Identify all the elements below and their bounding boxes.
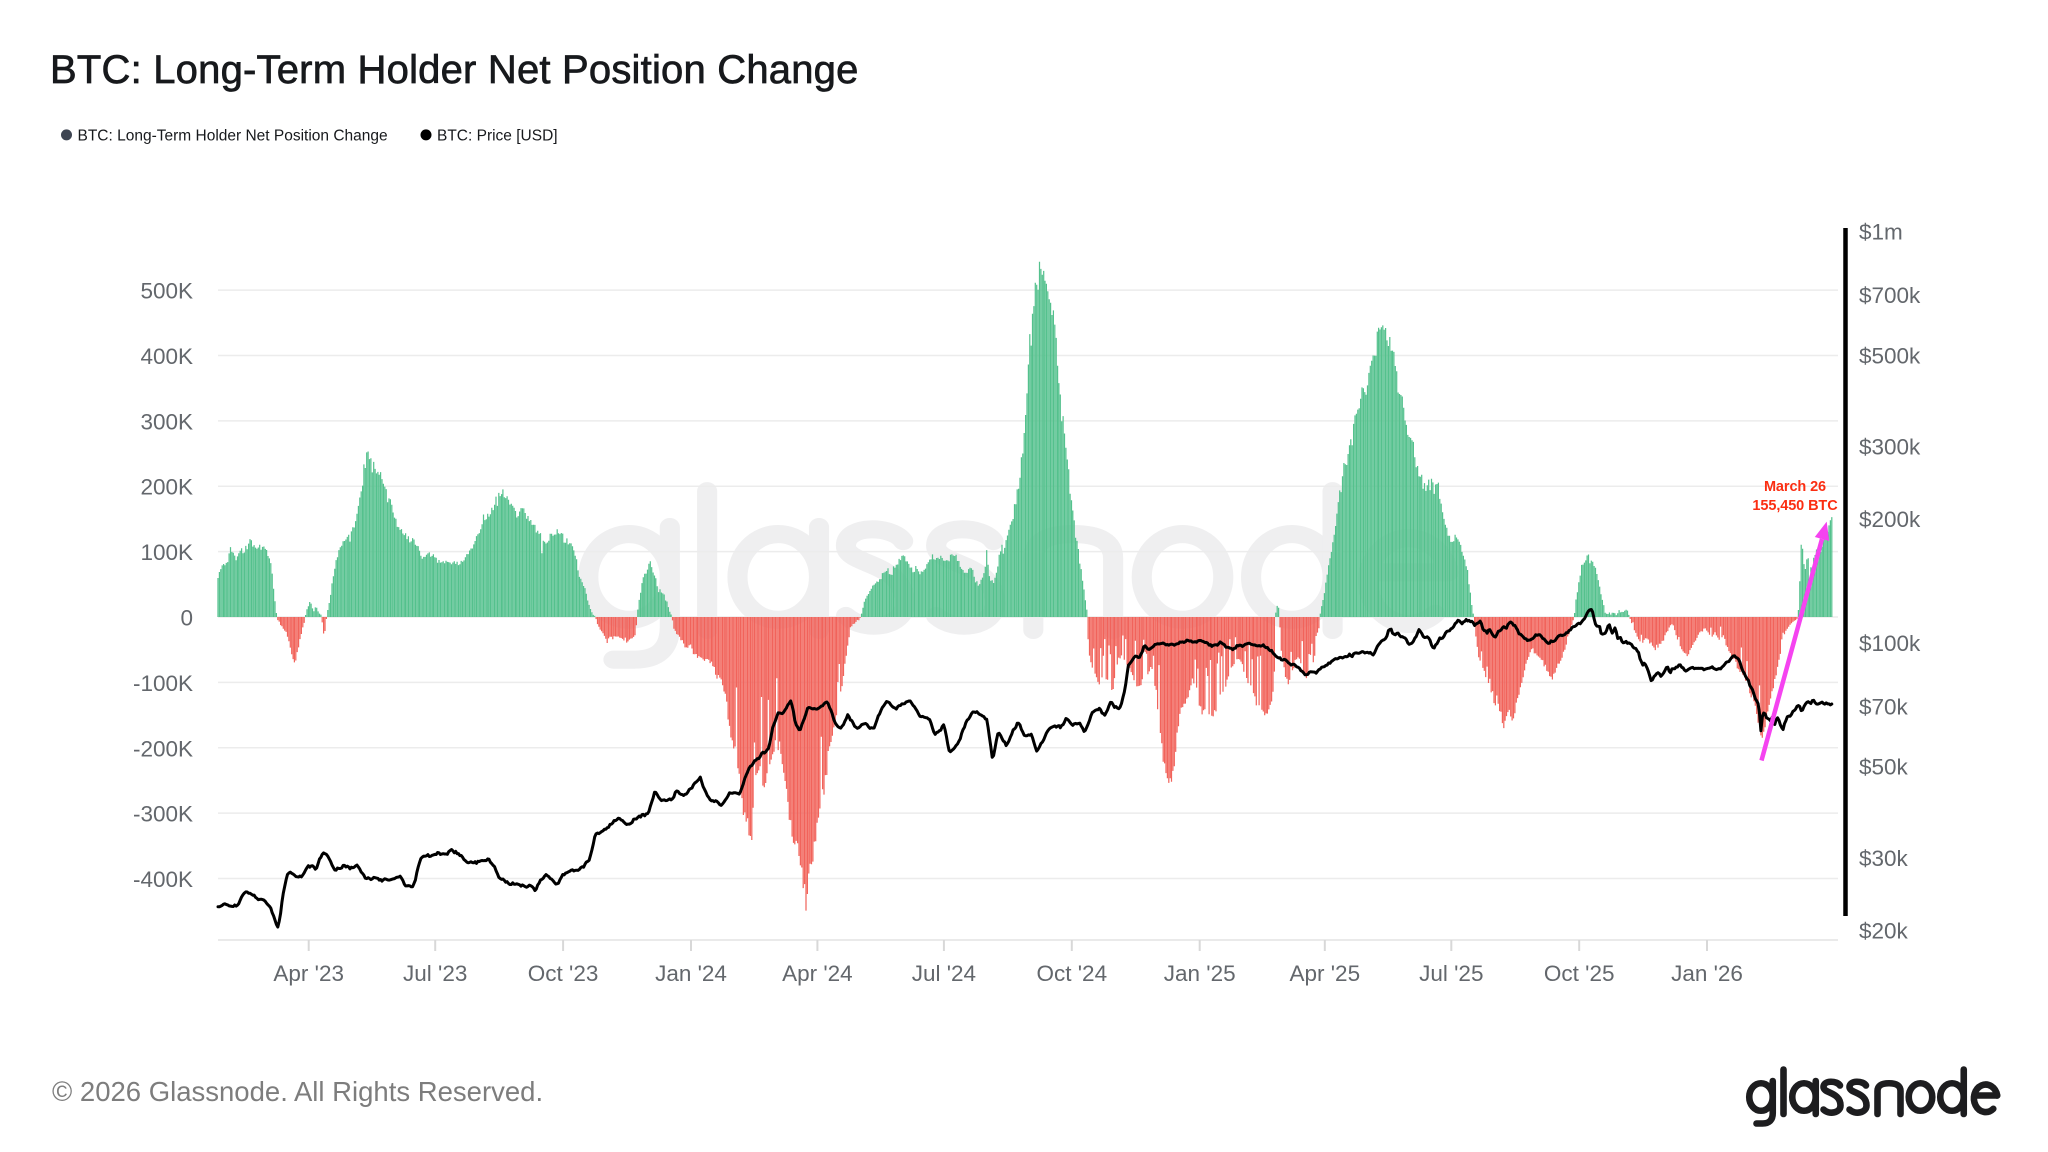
svg-text:$700k: $700k [1859,283,1921,308]
svg-text:-100K: -100K [133,671,193,696]
svg-text:0: 0 [180,606,193,631]
svg-text:100K: 100K [140,540,193,565]
svg-text:-300K: -300K [133,802,193,827]
svg-text:200K: 200K [140,475,193,500]
svg-text:$50k: $50k [1859,755,1909,780]
svg-text:Oct '25: Oct '25 [1544,961,1615,986]
svg-text:400K: 400K [140,344,193,369]
svg-text:$30k: $30k [1859,846,1909,871]
svg-text:$500k: $500k [1859,343,1921,368]
svg-text:BTC: Long-Term Holder Net Posi: BTC: Long-Term Holder Net Position Chang… [50,48,859,92]
svg-text:$20k: $20k [1859,919,1909,944]
svg-text:Jan '25: Jan '25 [1164,961,1236,986]
svg-text:Apr '23: Apr '23 [273,961,344,986]
svg-text:Oct '23: Oct '23 [528,961,599,986]
svg-text:$100k: $100k [1859,631,1921,656]
svg-text:Jul '23: Jul '23 [403,961,467,986]
svg-text:BTC: Price [USD]: BTC: Price [USD] [437,128,558,145]
svg-text:155,450 BTC: 155,450 BTC [1752,498,1838,514]
svg-text:-200K: -200K [133,736,193,761]
svg-text:300K: 300K [140,409,193,434]
svg-text:March 26: March 26 [1764,479,1826,495]
svg-text:Jul '25: Jul '25 [1419,961,1483,986]
svg-text:BTC: Long-Term Holder Net Posi: BTC: Long-Term Holder Net Position Chang… [78,128,388,145]
svg-text:$300k: $300k [1859,435,1921,460]
svg-text:Apr '25: Apr '25 [1290,961,1361,986]
svg-text:500K: 500K [140,279,193,304]
svg-text:-400K: -400K [133,867,193,892]
svg-text:$1m: $1m [1859,220,1903,245]
svg-text:Oct '24: Oct '24 [1037,961,1108,986]
svg-text:Jan '26: Jan '26 [1671,961,1743,986]
svg-text:© 2026 Glassnode. All Rights R: © 2026 Glassnode. All Rights Reserved. [52,1076,543,1107]
svg-text:$70k: $70k [1859,695,1909,720]
svg-text:Apr '24: Apr '24 [782,961,853,986]
svg-text:Jul '24: Jul '24 [912,961,976,986]
svg-text:$200k: $200k [1859,507,1921,532]
svg-text:Jan '24: Jan '24 [655,961,727,986]
